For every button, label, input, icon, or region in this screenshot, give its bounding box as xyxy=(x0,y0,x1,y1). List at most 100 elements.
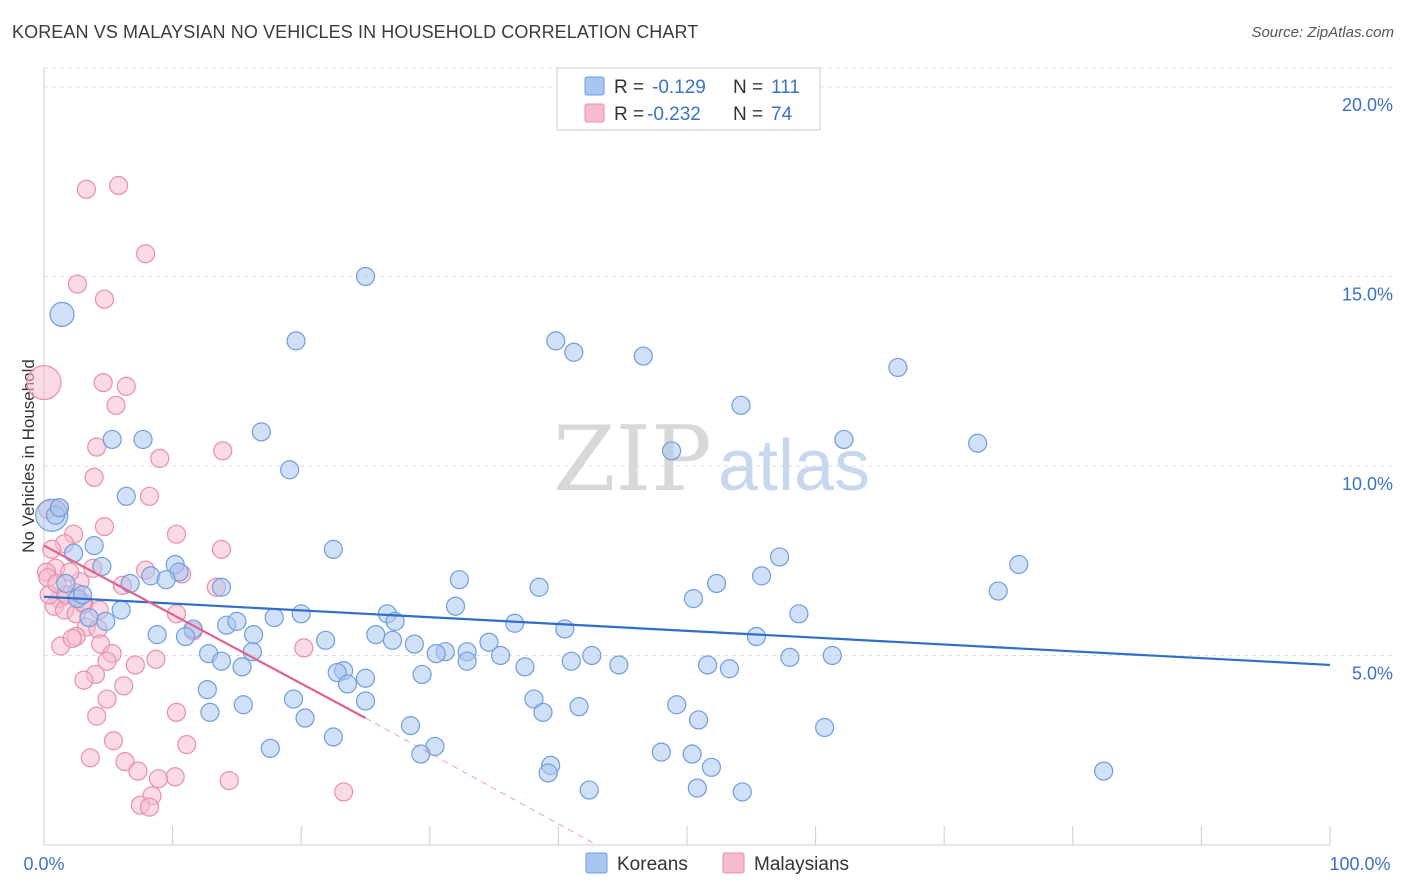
point-koreans xyxy=(569,697,589,717)
point-koreans xyxy=(260,738,280,758)
y-tick-label: 5.0% xyxy=(1352,663,1393,683)
point-koreans xyxy=(505,613,525,633)
point-koreans xyxy=(546,331,566,351)
point-koreans xyxy=(706,573,727,594)
series-koreans xyxy=(35,266,1114,802)
point-koreans xyxy=(815,717,835,738)
point-koreans xyxy=(579,780,599,800)
x-ticks xyxy=(172,826,1331,845)
point-malaysians xyxy=(87,437,107,457)
point-koreans xyxy=(156,570,176,590)
point-malaysians xyxy=(219,770,239,791)
point-malaysians xyxy=(165,767,185,787)
point-malaysians xyxy=(94,289,115,309)
chart-source: Source: ZipAtlas.com xyxy=(1251,24,1394,41)
point-koreans xyxy=(251,422,271,442)
point-malaysians xyxy=(97,689,117,709)
point-koreans xyxy=(719,659,740,679)
point-malaysians xyxy=(334,782,354,802)
point-koreans xyxy=(667,695,687,715)
x-tick-label-min: 0.0% xyxy=(23,854,64,874)
point-malaysians xyxy=(177,734,197,755)
y-tick-label: 15.0% xyxy=(1342,284,1393,304)
point-koreans xyxy=(264,607,284,628)
point-koreans xyxy=(1094,761,1114,781)
point-koreans xyxy=(280,460,300,480)
point-malaysians xyxy=(128,761,148,781)
point-koreans xyxy=(564,342,584,362)
point-koreans xyxy=(233,695,253,715)
point-koreans xyxy=(683,589,704,609)
point-koreans xyxy=(555,619,575,639)
y-tick-label: 10.0% xyxy=(1342,474,1393,494)
point-malaysians xyxy=(62,628,82,649)
point-malaysians xyxy=(213,441,233,461)
point-koreans xyxy=(211,577,232,597)
point-koreans xyxy=(175,626,196,647)
point-koreans xyxy=(697,655,718,675)
point-koreans xyxy=(366,625,386,645)
point-malaysians xyxy=(125,655,145,675)
point-koreans xyxy=(323,539,343,559)
point-koreans xyxy=(120,573,140,594)
point-koreans xyxy=(834,429,854,450)
point-koreans xyxy=(291,604,311,624)
point-koreans xyxy=(355,266,376,287)
point-malaysians xyxy=(80,748,100,768)
point-koreans xyxy=(682,744,702,764)
point-koreans xyxy=(633,346,653,366)
point-malaysians xyxy=(135,244,156,264)
point-koreans xyxy=(116,486,136,506)
point-koreans xyxy=(688,710,709,730)
point-koreans xyxy=(529,577,549,597)
y-tick-labels: 5.0% 10.0% 15.0% 20.0% xyxy=(1342,95,1393,684)
point-koreans xyxy=(538,763,558,783)
point-malaysians xyxy=(115,752,135,772)
point-malaysians xyxy=(139,486,160,506)
point-koreans xyxy=(822,645,842,666)
point-malaysians xyxy=(139,797,160,817)
point-koreans xyxy=(232,657,252,677)
point-koreans xyxy=(63,543,84,563)
y-tick-label: 20.0% xyxy=(1342,95,1393,115)
point-koreans xyxy=(988,581,1008,601)
point-koreans xyxy=(490,645,511,666)
point-koreans xyxy=(200,702,220,722)
point-koreans xyxy=(323,727,343,747)
point-koreans xyxy=(133,429,153,450)
point-koreans xyxy=(72,585,93,605)
point-koreans xyxy=(561,651,581,671)
trendline-koreans xyxy=(43,595,1331,667)
point-koreans xyxy=(382,630,403,650)
point-malaysians xyxy=(148,769,169,789)
point-koreans xyxy=(355,691,376,711)
point-koreans xyxy=(79,607,99,628)
point-koreans xyxy=(1009,554,1029,575)
point-koreans xyxy=(751,566,772,586)
point-malaysians xyxy=(84,467,104,487)
point-koreans xyxy=(479,632,499,652)
point-malaysians xyxy=(116,376,136,396)
bottom-legend-label-malaysians: Malaysians xyxy=(754,854,849,875)
point-malaysians xyxy=(26,364,62,401)
point-koreans xyxy=(651,742,671,762)
point-koreans xyxy=(244,625,264,645)
point-koreans xyxy=(780,647,800,667)
legend-n-value-malaysians: 74 xyxy=(771,104,793,125)
point-koreans xyxy=(355,668,376,688)
point-koreans xyxy=(687,778,707,798)
point-koreans xyxy=(96,611,116,631)
bottom-legend-swatch-koreans xyxy=(585,852,608,874)
x-tick-label-max: 100.0% xyxy=(1329,854,1390,874)
y-axis-title: No Vehicles in Household xyxy=(19,359,38,553)
point-malaysians xyxy=(211,539,232,559)
legend-swatch-malaysians xyxy=(584,103,605,123)
point-koreans xyxy=(197,679,217,700)
point-koreans xyxy=(457,651,477,671)
legend-r-value-malaysians: -0.232 xyxy=(647,104,701,125)
point-koreans xyxy=(701,757,722,777)
point-koreans xyxy=(888,357,908,378)
legend-n-value-koreans: 111 xyxy=(771,77,800,98)
point-koreans xyxy=(211,651,232,671)
legend-r-value-koreans: -0.129 xyxy=(652,77,706,98)
